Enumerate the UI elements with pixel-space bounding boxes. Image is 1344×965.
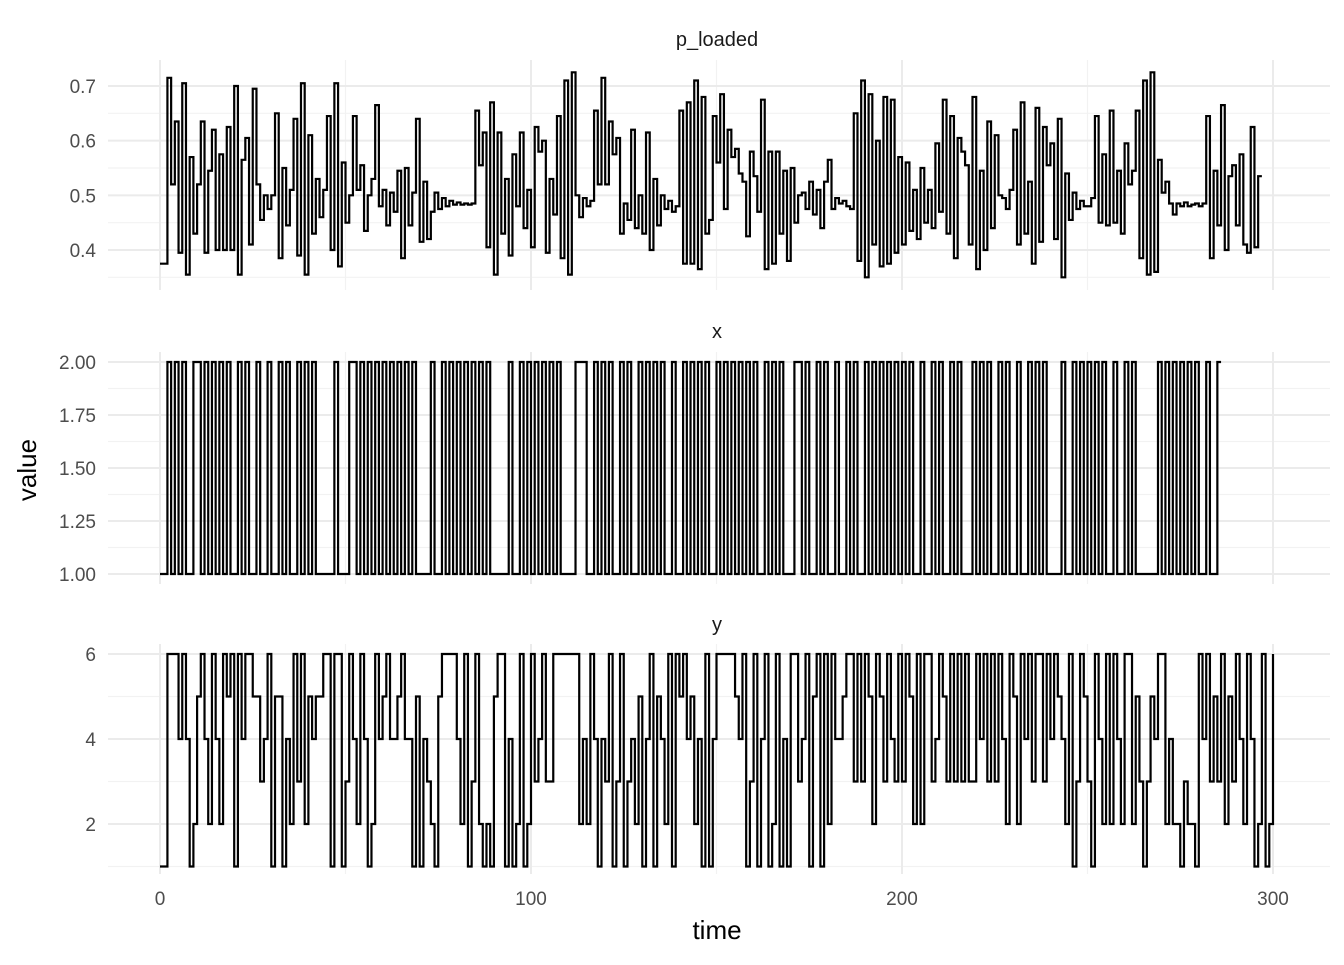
y-tick-label: 4 xyxy=(85,730,96,751)
y-tick-label: 1.50 xyxy=(59,459,96,480)
series-line-y xyxy=(160,652,1275,868)
y-tick-label: 1.00 xyxy=(59,565,96,586)
y-tick-label: 2 xyxy=(85,815,96,836)
panel-title: y xyxy=(712,614,722,636)
panel-title: p_loaded xyxy=(676,29,758,51)
y-tick-label: 2.00 xyxy=(59,353,96,374)
y-tick-label: 0.5 xyxy=(70,186,96,207)
y-tick-label: 0.7 xyxy=(70,77,96,98)
y-tick-label: 0.4 xyxy=(70,241,97,262)
x-tick-label: 100 xyxy=(515,889,547,910)
y-tick-label: 1.75 xyxy=(59,406,96,427)
x-tick-label: 300 xyxy=(1257,889,1289,910)
y-tick-label: 0.6 xyxy=(70,132,96,153)
y-tick-label: 6 xyxy=(85,645,96,666)
x-tick-label: 0 xyxy=(155,889,166,910)
x-axis-title: time xyxy=(692,915,741,945)
series-line-p_loaded xyxy=(160,71,1262,279)
series-line-x xyxy=(160,360,1222,576)
panel-title: x xyxy=(712,321,722,343)
y-axis-title: value xyxy=(12,439,42,501)
y-tick-label: 1.25 xyxy=(59,512,96,533)
x-tick-label: 200 xyxy=(886,889,918,910)
